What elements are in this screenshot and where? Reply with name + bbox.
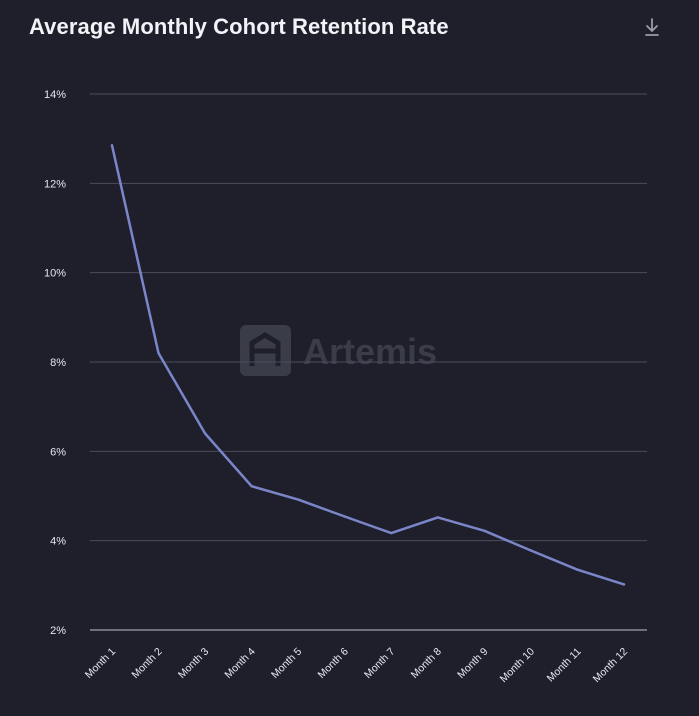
watermark-text: Artemis (303, 331, 437, 372)
y-tick-label: 4% (50, 536, 66, 548)
y-tick-label: 14% (44, 89, 66, 101)
y-tick-label: 8% (50, 357, 66, 369)
x-tick-label: Month 3 (176, 646, 211, 681)
y-axis-ticks: 2% 4% 6% 8% 10% 12% 14% (44, 89, 66, 637)
gridlines (90, 93, 647, 631)
data-point[interactable] (110, 144, 114, 147)
x-tick-label: Month 5 (269, 646, 304, 681)
y-tick-label: 2% (50, 625, 66, 637)
x-tick-label: Month 12 (591, 646, 631, 686)
data-point[interactable] (436, 516, 440, 519)
x-tick-label: Month 11 (545, 646, 584, 685)
data-point[interactable] (296, 498, 300, 501)
data-point[interactable] (157, 351, 160, 355)
watermark: Artemis (240, 325, 437, 376)
data-point[interactable] (529, 549, 533, 552)
data-point[interactable] (483, 529, 486, 533)
x-tick-label: Month 4 (222, 646, 257, 681)
x-tick-label: Month 10 (498, 646, 538, 686)
data-point[interactable] (622, 583, 626, 586)
x-tick-label: Month 7 (362, 646, 397, 681)
x-tick-label: Month 6 (316, 646, 351, 681)
y-tick-label: 12% (44, 178, 66, 190)
y-tick-label: 10% (44, 268, 66, 280)
x-tick-label: Month 9 (455, 646, 490, 681)
x-axis-ticks: Month 1 Month 2 Month 3 Month 4 Month 5 Month… (83, 646, 630, 686)
data-point[interactable] (203, 432, 207, 435)
data-point[interactable] (250, 484, 253, 488)
series-line-layer (110, 144, 626, 586)
data-point[interactable] (343, 515, 346, 518)
download-icon[interactable] (642, 16, 662, 38)
chart-title: Average Monthly Cohort Retention Rate (29, 14, 449, 39)
data-point[interactable] (390, 531, 393, 535)
y-tick-label: 6% (50, 446, 66, 458)
series-line (110, 144, 626, 586)
x-tick-label: Month 8 (409, 646, 444, 681)
x-tick-label: Month 2 (129, 646, 164, 681)
data-point[interactable] (576, 568, 579, 571)
x-tick-label: Month 1 (83, 646, 118, 681)
